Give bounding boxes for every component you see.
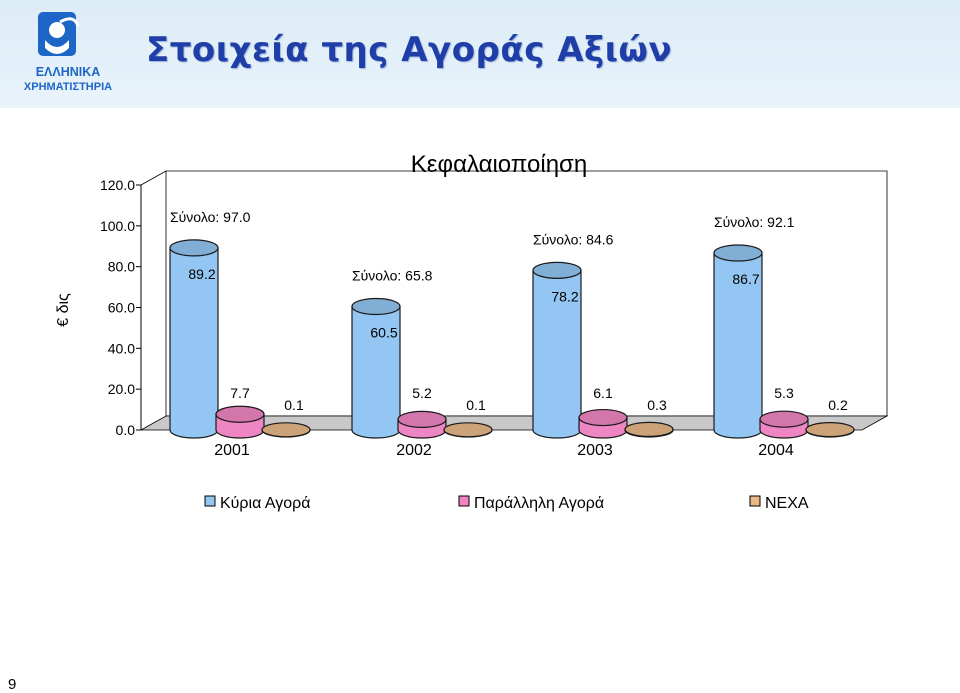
data-label-main: 78.2 (551, 288, 578, 304)
data-label-nexa: 0.1 (284, 397, 304, 413)
data-label-main: 86.7 (732, 271, 759, 287)
slide-title: Στοιχεία της Αγοράς Αξιών (146, 30, 673, 70)
data-label-parallel: 5.3 (774, 385, 794, 401)
total-label: Σύνολο: 92.1 (714, 214, 795, 230)
bar-main (532, 261, 582, 439)
data-label-parallel: 7.7 (230, 385, 250, 401)
bar-nexa (624, 421, 674, 438)
bar-parallel (215, 405, 265, 439)
page-number: 9 (8, 676, 17, 693)
y-axis-label: € δις (55, 293, 72, 327)
bar-main-top (713, 244, 763, 262)
bar-parallel (578, 408, 628, 439)
data-label-main: 89.2 (188, 266, 215, 282)
x-tick-label: 2001 (214, 442, 250, 459)
total-label: Σύνολο: 65.8 (352, 267, 433, 283)
y-tick-label: 40.0 (108, 340, 135, 356)
plot-back-wall (165, 170, 888, 417)
athens-exchange-logo: ΕΛΛΗΝΙΚΑ ΧΡΗΜΑΤΙΣΤΗΡΙΑ (24, 12, 112, 93)
bar-parallel-top (759, 410, 809, 428)
plot-wall-edge (140, 170, 167, 186)
bar-parallel (759, 410, 809, 439)
data-label-nexa: 0.3 (647, 397, 667, 413)
bar-nexa-top (261, 422, 311, 438)
data-label-nexa: 0.2 (828, 397, 848, 413)
bar-main (351, 297, 401, 439)
logo-text-line2: ΧΡΗΜΑΤΙΣΤΗΡΙΑ (24, 81, 112, 93)
bar-nexa-top (805, 421, 855, 438)
total-label: Σύνολο: 97.0 (170, 209, 251, 225)
data-label-parallel: 5.2 (412, 385, 432, 401)
bar-parallel-top (397, 410, 447, 428)
bar-parallel-top (578, 408, 628, 427)
slide-header-band (0, 0, 960, 108)
legend-label: ΝΕΧΑ (765, 495, 809, 512)
chart-title: Κεφαλαιοποίηση (411, 151, 587, 178)
logo-text-line1: ΕΛΛΗΝΙΚΑ (36, 65, 101, 79)
bar-nexa-top (624, 421, 674, 437)
data-label-main: 60.5 (370, 324, 397, 340)
total-label: Σύνολο: 84.6 (533, 231, 614, 247)
y-tick-label: 100.0 (100, 218, 135, 234)
y-tick-label: 0.0 (116, 422, 136, 438)
y-tick-label: 120.0 (100, 177, 135, 193)
bar-nexa-top (443, 422, 493, 438)
bar-main (169, 239, 219, 439)
y-tick-label: 80.0 (108, 259, 135, 275)
bar-parallel (397, 410, 447, 439)
data-label-parallel: 6.1 (593, 385, 613, 401)
bar-nexa (805, 421, 855, 438)
legend-label: Κύρια Αγορά (220, 495, 311, 512)
legend-swatch (458, 495, 470, 507)
data-label-nexa: 0.1 (466, 397, 486, 413)
legend-label: Παράλληλη Αγορά (474, 495, 604, 512)
y-tick-label: 60.0 (108, 300, 135, 316)
x-tick-label: 2004 (758, 442, 794, 459)
capitalization-chart: 0.0 20.0 40.0 60.0 80.0 100.0 120.0 € δις Κεφαλα… (55, 151, 889, 512)
legend-swatch (204, 495, 216, 507)
x-tick-label: 2003 (577, 442, 613, 459)
bar-main-top (169, 239, 219, 257)
legend-swatch (749, 495, 761, 507)
bar-nexa (261, 422, 311, 438)
bar-main (713, 244, 763, 439)
bar-main-top (532, 261, 582, 279)
bar-main-top (351, 297, 401, 316)
x-tick-label: 2002 (396, 442, 432, 459)
y-tick-label: 20.0 (108, 381, 135, 397)
bar-parallel-top (215, 405, 265, 423)
bar-nexa (443, 422, 493, 438)
